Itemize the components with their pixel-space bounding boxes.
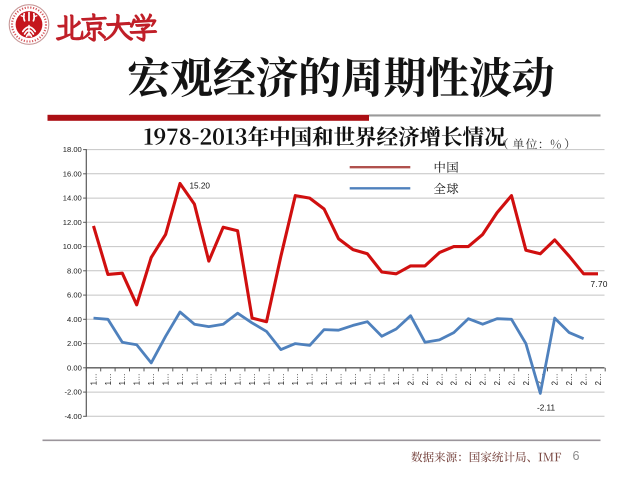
svg-text:1…: 1…	[363, 373, 372, 385]
svg-text:-4.00: -4.00	[64, 412, 81, 421]
svg-text:1…: 1…	[248, 373, 257, 385]
svg-text:6.00: 6.00	[67, 291, 82, 300]
svg-text:2…: 2…	[493, 373, 502, 385]
svg-text:1…: 1…	[104, 373, 113, 385]
svg-text:12.00: 12.00	[63, 218, 82, 227]
svg-text:1…: 1…	[162, 373, 171, 385]
svg-text:2…: 2…	[407, 373, 416, 385]
svg-text:2…: 2…	[421, 373, 430, 385]
svg-text:2…: 2…	[594, 373, 603, 385]
svg-text:6: 6	[573, 449, 580, 463]
svg-text:-2.11: -2.11	[537, 404, 555, 413]
svg-text:18.00: 18.00	[63, 145, 82, 154]
svg-text:7.70: 7.70	[591, 280, 608, 289]
svg-text:1…: 1…	[147, 373, 156, 385]
svg-text:2…: 2…	[565, 373, 574, 385]
svg-text:4.00: 4.00	[67, 315, 82, 324]
svg-text:2.00: 2.00	[67, 339, 82, 348]
svg-text:1…: 1…	[334, 373, 343, 385]
svg-text:1…: 1…	[291, 373, 300, 385]
svg-text:1…: 1…	[234, 373, 243, 385]
svg-text:1…: 1…	[349, 373, 358, 385]
svg-text:1…: 1…	[118, 373, 127, 385]
svg-text:8.00: 8.00	[67, 266, 82, 275]
svg-text:1…: 1…	[378, 373, 387, 385]
svg-text:1…: 1…	[306, 373, 315, 385]
svg-text:1…: 1…	[277, 373, 286, 385]
svg-text:-2.00: -2.00	[64, 388, 81, 397]
svg-text:14.00: 14.00	[63, 194, 82, 203]
svg-text:1…: 1…	[219, 373, 228, 385]
svg-text:2…: 2…	[479, 373, 488, 385]
svg-text:1…: 1…	[205, 373, 214, 385]
svg-text:2…: 2…	[507, 373, 516, 385]
svg-text:10.00: 10.00	[63, 242, 82, 251]
svg-text:1…: 1…	[262, 373, 271, 385]
svg-text:15.20: 15.20	[190, 182, 211, 191]
svg-text:1…: 1…	[392, 373, 401, 385]
svg-text:2…: 2…	[522, 373, 531, 385]
svg-text:2…: 2…	[580, 373, 589, 385]
svg-text:1…: 1…	[176, 373, 185, 385]
svg-text:1…: 1…	[133, 373, 142, 385]
svg-text:2…: 2…	[464, 373, 473, 385]
svg-text:0.00: 0.00	[67, 363, 82, 372]
svg-text:1…: 1…	[89, 373, 98, 385]
svg-text:2…: 2…	[551, 373, 560, 385]
svg-text:2…: 2…	[536, 373, 545, 385]
svg-text:1…: 1…	[320, 373, 329, 385]
svg-text:2…: 2…	[450, 373, 459, 385]
svg-text:2…: 2…	[435, 373, 444, 385]
svg-text:16.00: 16.00	[63, 169, 82, 178]
svg-text:1…: 1…	[190, 373, 199, 385]
